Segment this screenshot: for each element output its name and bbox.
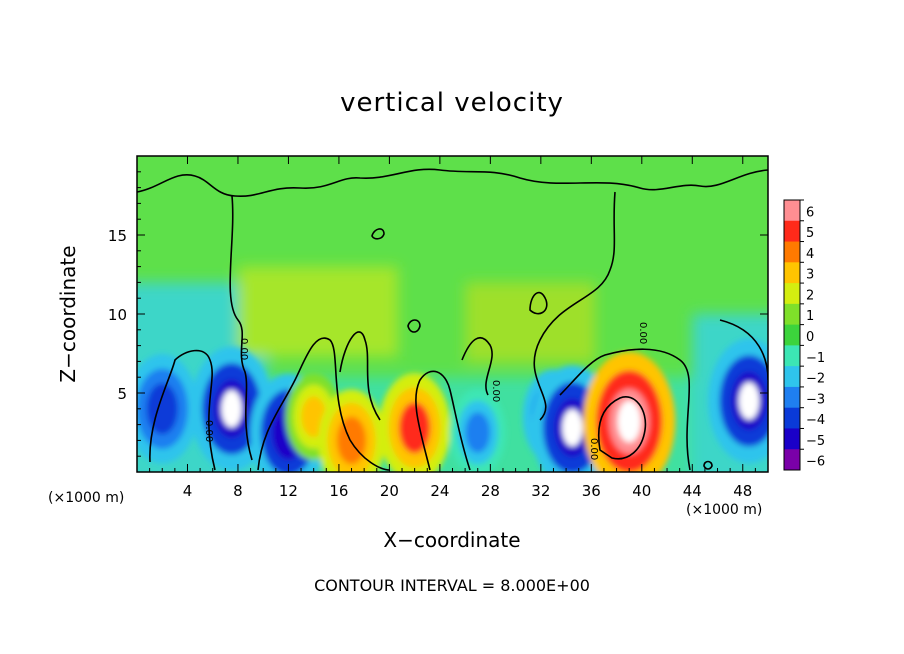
- x-tick-label: 16: [329, 482, 348, 500]
- feature-extreme: [738, 382, 760, 420]
- zero-contour-line: [533, 191, 616, 421]
- zero-contour-line: [559, 348, 691, 471]
- zero-contour-line: [229, 195, 253, 461]
- colorbar-segment: [784, 386, 800, 409]
- x-tick-label: 40: [632, 482, 651, 500]
- x-tick-label: 4: [183, 482, 193, 500]
- colorbar-label: −5: [806, 434, 825, 449]
- contour-label: 0.00: [203, 420, 214, 442]
- band-upper-yellow: [237, 266, 398, 357]
- colorbar-segment: [784, 262, 800, 284]
- feature-core: [336, 416, 367, 465]
- contour-label: 0.00: [637, 322, 648, 344]
- x-tick-label: 8: [233, 482, 243, 500]
- x-tick-label: 12: [279, 482, 298, 500]
- zero-contour-line: [415, 370, 471, 471]
- feature-extreme: [221, 390, 242, 428]
- zero-contour-line: [257, 337, 391, 471]
- zero-contour-line: [339, 331, 381, 421]
- zero-contour-line: [407, 319, 421, 333]
- colorbar-label: −1: [806, 351, 825, 366]
- contour-label: 0.00: [238, 338, 249, 360]
- colorbar-label: −2: [806, 372, 825, 387]
- contour-label: 0.00: [490, 380, 501, 402]
- x-tick-label: 36: [582, 482, 601, 500]
- zero-contour-line: [703, 460, 713, 470]
- velocity-field: [137, 156, 768, 472]
- colorbar-label: −6: [806, 455, 825, 470]
- feature-core: [465, 412, 491, 453]
- x-unit-label-left: (×1000 m): [48, 490, 125, 506]
- colorbar-label: 0: [806, 330, 814, 345]
- colorbar-segment: [784, 428, 800, 450]
- zero-contours: [137, 168, 768, 471]
- feature-core: [398, 402, 431, 454]
- colorbar-frame: [783, 199, 801, 471]
- y-ticks: 5 10 15: [108, 171, 768, 457]
- colorbar-label: 6: [806, 205, 814, 220]
- x-unit-label-right: (×1000 m): [686, 502, 763, 518]
- x-ticks: 4 8 12 16 20 24 28 32 36 40 44 48: [149, 156, 756, 500]
- colorbar-segment: [784, 241, 800, 263]
- x-tick-label: 48: [733, 482, 752, 500]
- colorbar-segment: [784, 200, 800, 222]
- colorbar-segment: [784, 283, 800, 305]
- colorbar-label: 2: [806, 288, 814, 303]
- band-mid-yellow: [465, 282, 596, 363]
- x-tick-label: 44: [683, 482, 702, 500]
- colorbar-label: 3: [806, 268, 814, 283]
- x-tick-label: 24: [430, 482, 449, 500]
- zero-contour-line: [371, 228, 385, 240]
- colorbar-segment: [784, 324, 800, 346]
- feature-core: [146, 383, 178, 435]
- y-tick-label: 5: [117, 385, 127, 403]
- x-tick-label: 28: [481, 482, 500, 500]
- x-tick-label: 20: [380, 482, 399, 500]
- colorbar-label: 1: [806, 309, 814, 324]
- x-tick-label: 32: [531, 482, 550, 500]
- zero-contour-line: [597, 396, 647, 460]
- colorbar-segment: [784, 407, 800, 429]
- colorbar-segment: [784, 449, 800, 471]
- zero-contour-line: [461, 337, 493, 396]
- chart-title: vertical velocity: [340, 88, 564, 118]
- feature-blobs: [137, 338, 768, 472]
- colorbar-segment: [784, 366, 800, 388]
- colorbar: 6 5 4 3 2 1 0 −1 −2 −3 −4 −5 −6: [783, 199, 825, 471]
- colorbar-label: −4: [806, 413, 825, 428]
- colorbar-segment: [784, 220, 800, 243]
- zero-contour-line: [137, 168, 768, 197]
- feature-extreme: [562, 409, 583, 447]
- colorbar-segment: [784, 345, 800, 367]
- x-axis-label: X−coordinate: [383, 528, 521, 552]
- contour-labels: 0.00 0.00 0.00 0.00 0.00: [203, 322, 648, 460]
- colorbar-label: 5: [806, 226, 814, 241]
- colorbar-segment: [784, 303, 800, 326]
- y-tick-label: 15: [108, 227, 127, 245]
- contour-label: 0.00: [588, 438, 599, 460]
- colorbar-label: 4: [806, 247, 814, 262]
- colorbar-label: −3: [806, 392, 825, 407]
- zero-contour-line: [149, 349, 216, 471]
- y-tick-label: 10: [108, 306, 127, 324]
- zero-contour-line: [529, 291, 548, 315]
- contour-interval-note: CONTOUR INTERVAL = 8.000E+00: [314, 576, 590, 595]
- feature-extreme: [617, 400, 641, 443]
